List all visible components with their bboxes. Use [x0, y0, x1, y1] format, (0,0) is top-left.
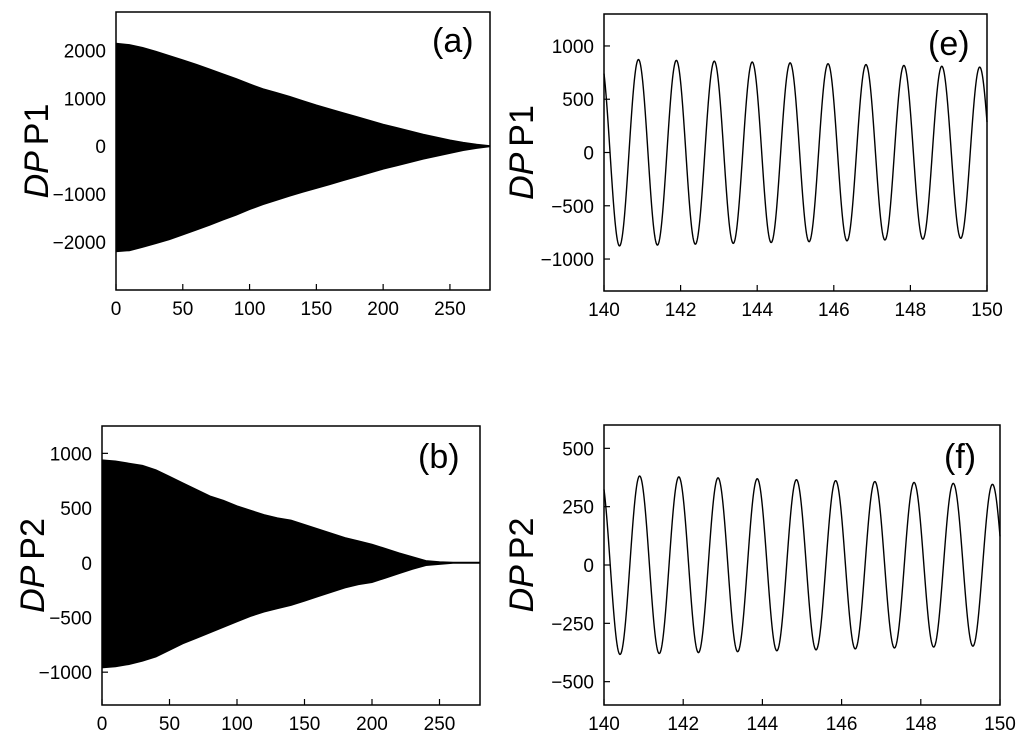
y-axis-label-b: DP P2: [14, 518, 52, 613]
y-tick-label-b: 0: [81, 554, 92, 575]
x-tick-label-f: 144: [747, 714, 779, 735]
plot-frame-a: [115, 11, 491, 291]
y-axis-label-italic-a: DP: [18, 151, 56, 199]
plot-frame-b: [101, 425, 481, 706]
y-tick-label-f: −250: [551, 614, 594, 635]
y-axis-label-text-f: P2: [503, 518, 541, 560]
y-axis-label-a: DP P1: [18, 104, 56, 199]
x-tick-label-a: 250: [434, 299, 466, 320]
panel-a: 0 50 100 150 200 250 −2000 −1000 0 1000 2000 (a) DP P…: [18, 11, 491, 320]
x-tick-label-f: 146: [826, 714, 858, 735]
panel-label-b: (b): [418, 438, 460, 476]
panel-b: 0 50 100 150 200 250 −1000 −500 0 500 1000 (b) DP P2: [14, 425, 481, 735]
x-tick-label-b: 0: [97, 714, 108, 735]
y-axis-label-text-e: P1: [503, 105, 541, 147]
x-tick-label-f: 150: [984, 714, 1016, 735]
y-axis-label-text-a: P1: [18, 104, 56, 146]
x-tick-label-f: 148: [905, 714, 937, 735]
x-tick-label-a: 200: [367, 299, 399, 320]
y-tick-label-b: −500: [49, 608, 92, 629]
x-tick-label-f: 140: [588, 714, 620, 735]
y-tick-label-f: −500: [551, 673, 594, 694]
y-tick-label-a: 2000: [64, 41, 106, 62]
y-tick-label-b: −1000: [39, 663, 92, 684]
series-line-f: [603, 475, 1001, 656]
x-tick-label-e: 150: [971, 300, 1003, 321]
y-axis-label-italic-e: DP: [503, 152, 541, 200]
x-tick-label-e: 148: [895, 300, 927, 321]
x-tick-label-e: 140: [588, 300, 620, 321]
series-envelope-b: [101, 459, 481, 669]
y-tick-label-f: 0: [583, 556, 594, 577]
y-tick-label-a: 0: [95, 137, 106, 158]
panel-label-f: (f): [944, 438, 976, 476]
y-tick-label-e: 500: [562, 90, 594, 111]
y-tick-label-b: 500: [60, 499, 92, 520]
x-tick-label-e: 146: [818, 300, 850, 321]
series-line-e: [603, 58, 988, 247]
x-tick-label-b: 250: [424, 714, 456, 735]
panel-e: 140 142 144 146 148 150 −1000 −500 0 500 1000 (e) DP…: [503, 13, 1003, 321]
y-axis-label-f: DP P2: [503, 518, 541, 613]
y-tick-label-b: 1000: [50, 444, 92, 465]
panel-f: 140 142 144 146 148 150 −500 −250 0 250 500 (f) DP P2: [503, 424, 1016, 735]
y-axis-label-italic-f: DP: [503, 565, 541, 613]
x-tick-label-f: 142: [667, 714, 699, 735]
x-tick-label-e: 144: [741, 300, 773, 321]
y-tick-label-e: 1000: [552, 37, 594, 58]
y-axis-label-text-b: P2: [14, 518, 52, 560]
x-tick-label-b: 100: [221, 714, 253, 735]
y-tick-label-e: −500: [551, 197, 594, 218]
x-tick-label-b: 200: [356, 714, 388, 735]
x-tick-label-a: 150: [301, 299, 333, 320]
y-axis-label-italic-b: DP: [14, 565, 52, 613]
x-tick-label-a: 0: [111, 299, 122, 320]
y-tick-label-f: 500: [562, 439, 594, 460]
y-tick-label-f: 250: [562, 498, 594, 519]
y-tick-label-a: −2000: [53, 233, 106, 254]
y-tick-label-e: 0: [583, 144, 594, 165]
x-tick-label-b: 150: [289, 714, 321, 735]
plot-frame-f: [603, 424, 1001, 706]
x-tick-label-a: 50: [172, 299, 193, 320]
y-tick-label-e: −1000: [541, 250, 594, 271]
x-tick-label-e: 142: [665, 300, 697, 321]
y-tick-label-a: −1000: [53, 185, 106, 206]
panel-label-a: (a): [432, 22, 474, 60]
y-tick-label-a: 1000: [64, 89, 106, 110]
y-axis-label-e: DP P1: [503, 105, 541, 200]
x-tick-label-a: 100: [234, 299, 266, 320]
x-tick-label-b: 50: [159, 714, 180, 735]
panel-label-e: (e): [928, 25, 970, 63]
series-envelope-a: [115, 42, 491, 253]
